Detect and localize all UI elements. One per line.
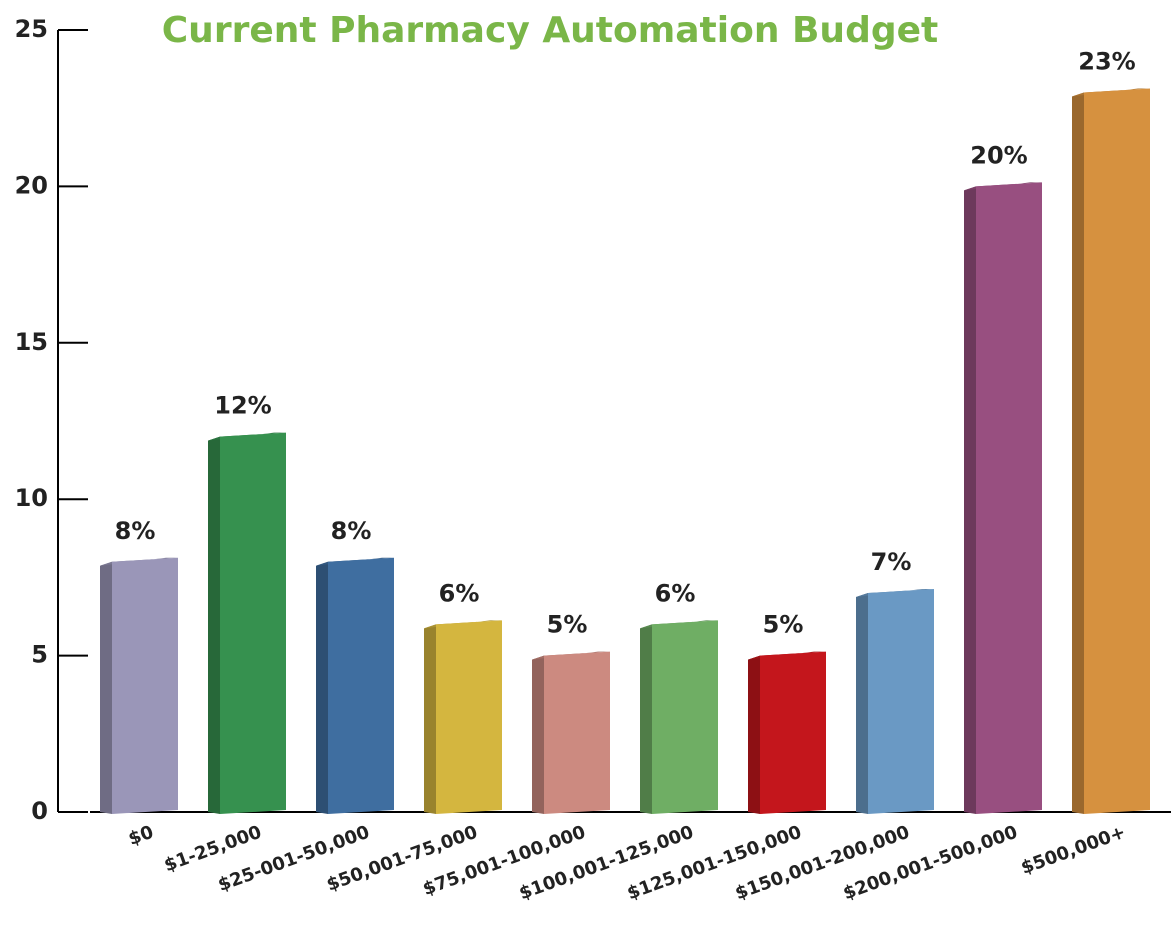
- y-tick-label: 0: [31, 797, 48, 825]
- bar-side: [964, 186, 976, 814]
- y-tick-label: 25: [15, 15, 48, 43]
- bar-front: [436, 620, 502, 814]
- bar-front: [868, 589, 934, 814]
- value-label: 7%: [871, 548, 912, 576]
- bar-front: [652, 620, 718, 814]
- bar: [100, 557, 178, 814]
- bar-front: [544, 651, 610, 814]
- bar: [316, 557, 394, 814]
- bar-side: [424, 624, 436, 814]
- bar-front: [976, 182, 1042, 814]
- bar: [748, 651, 826, 814]
- bar-side: [316, 561, 328, 814]
- bar: [964, 182, 1042, 814]
- x-tick-label: $150,001-200,000: [732, 822, 912, 905]
- value-label: 23%: [1078, 48, 1135, 76]
- bar-front: [1084, 88, 1150, 814]
- bar-side: [640, 624, 652, 814]
- bar-side: [100, 561, 112, 814]
- bar: [1072, 88, 1150, 814]
- value-label: 8%: [331, 517, 372, 545]
- x-tick-label: $0: [126, 822, 157, 850]
- bar-front: [328, 557, 394, 814]
- value-label: 6%: [439, 579, 480, 607]
- bar-side: [748, 655, 760, 814]
- bar-front: [760, 651, 826, 814]
- y-tick-label: 10: [15, 484, 48, 512]
- x-tick-label: $500,000+: [1018, 822, 1128, 879]
- y-tick-label: 15: [15, 328, 48, 356]
- bar-front: [220, 432, 286, 814]
- value-label: 8%: [115, 517, 156, 545]
- bar-side: [1072, 92, 1084, 814]
- chart-title: Current Pharmacy Automation Budget: [162, 10, 938, 51]
- bar: [856, 589, 934, 814]
- bar: [208, 432, 286, 814]
- value-label: 12%: [214, 392, 271, 420]
- value-label: 5%: [547, 611, 588, 639]
- bar-side: [532, 655, 544, 814]
- value-label: 5%: [763, 611, 804, 639]
- y-tick-label: 5: [31, 641, 48, 669]
- bar-side: [856, 593, 868, 814]
- bar: [532, 651, 610, 814]
- value-label: 6%: [655, 579, 696, 607]
- y-tick-label: 20: [15, 171, 48, 199]
- bar: [424, 620, 502, 814]
- bar-front: [112, 557, 178, 814]
- bar: [640, 620, 718, 814]
- value-label: 20%: [970, 141, 1027, 169]
- x-tick-label: $125,001-150,000: [624, 822, 804, 905]
- bar-side: [208, 436, 220, 814]
- x-tick-label: $100,001-125,000: [516, 822, 696, 905]
- x-tick-label: $200,001-500,000: [840, 822, 1020, 905]
